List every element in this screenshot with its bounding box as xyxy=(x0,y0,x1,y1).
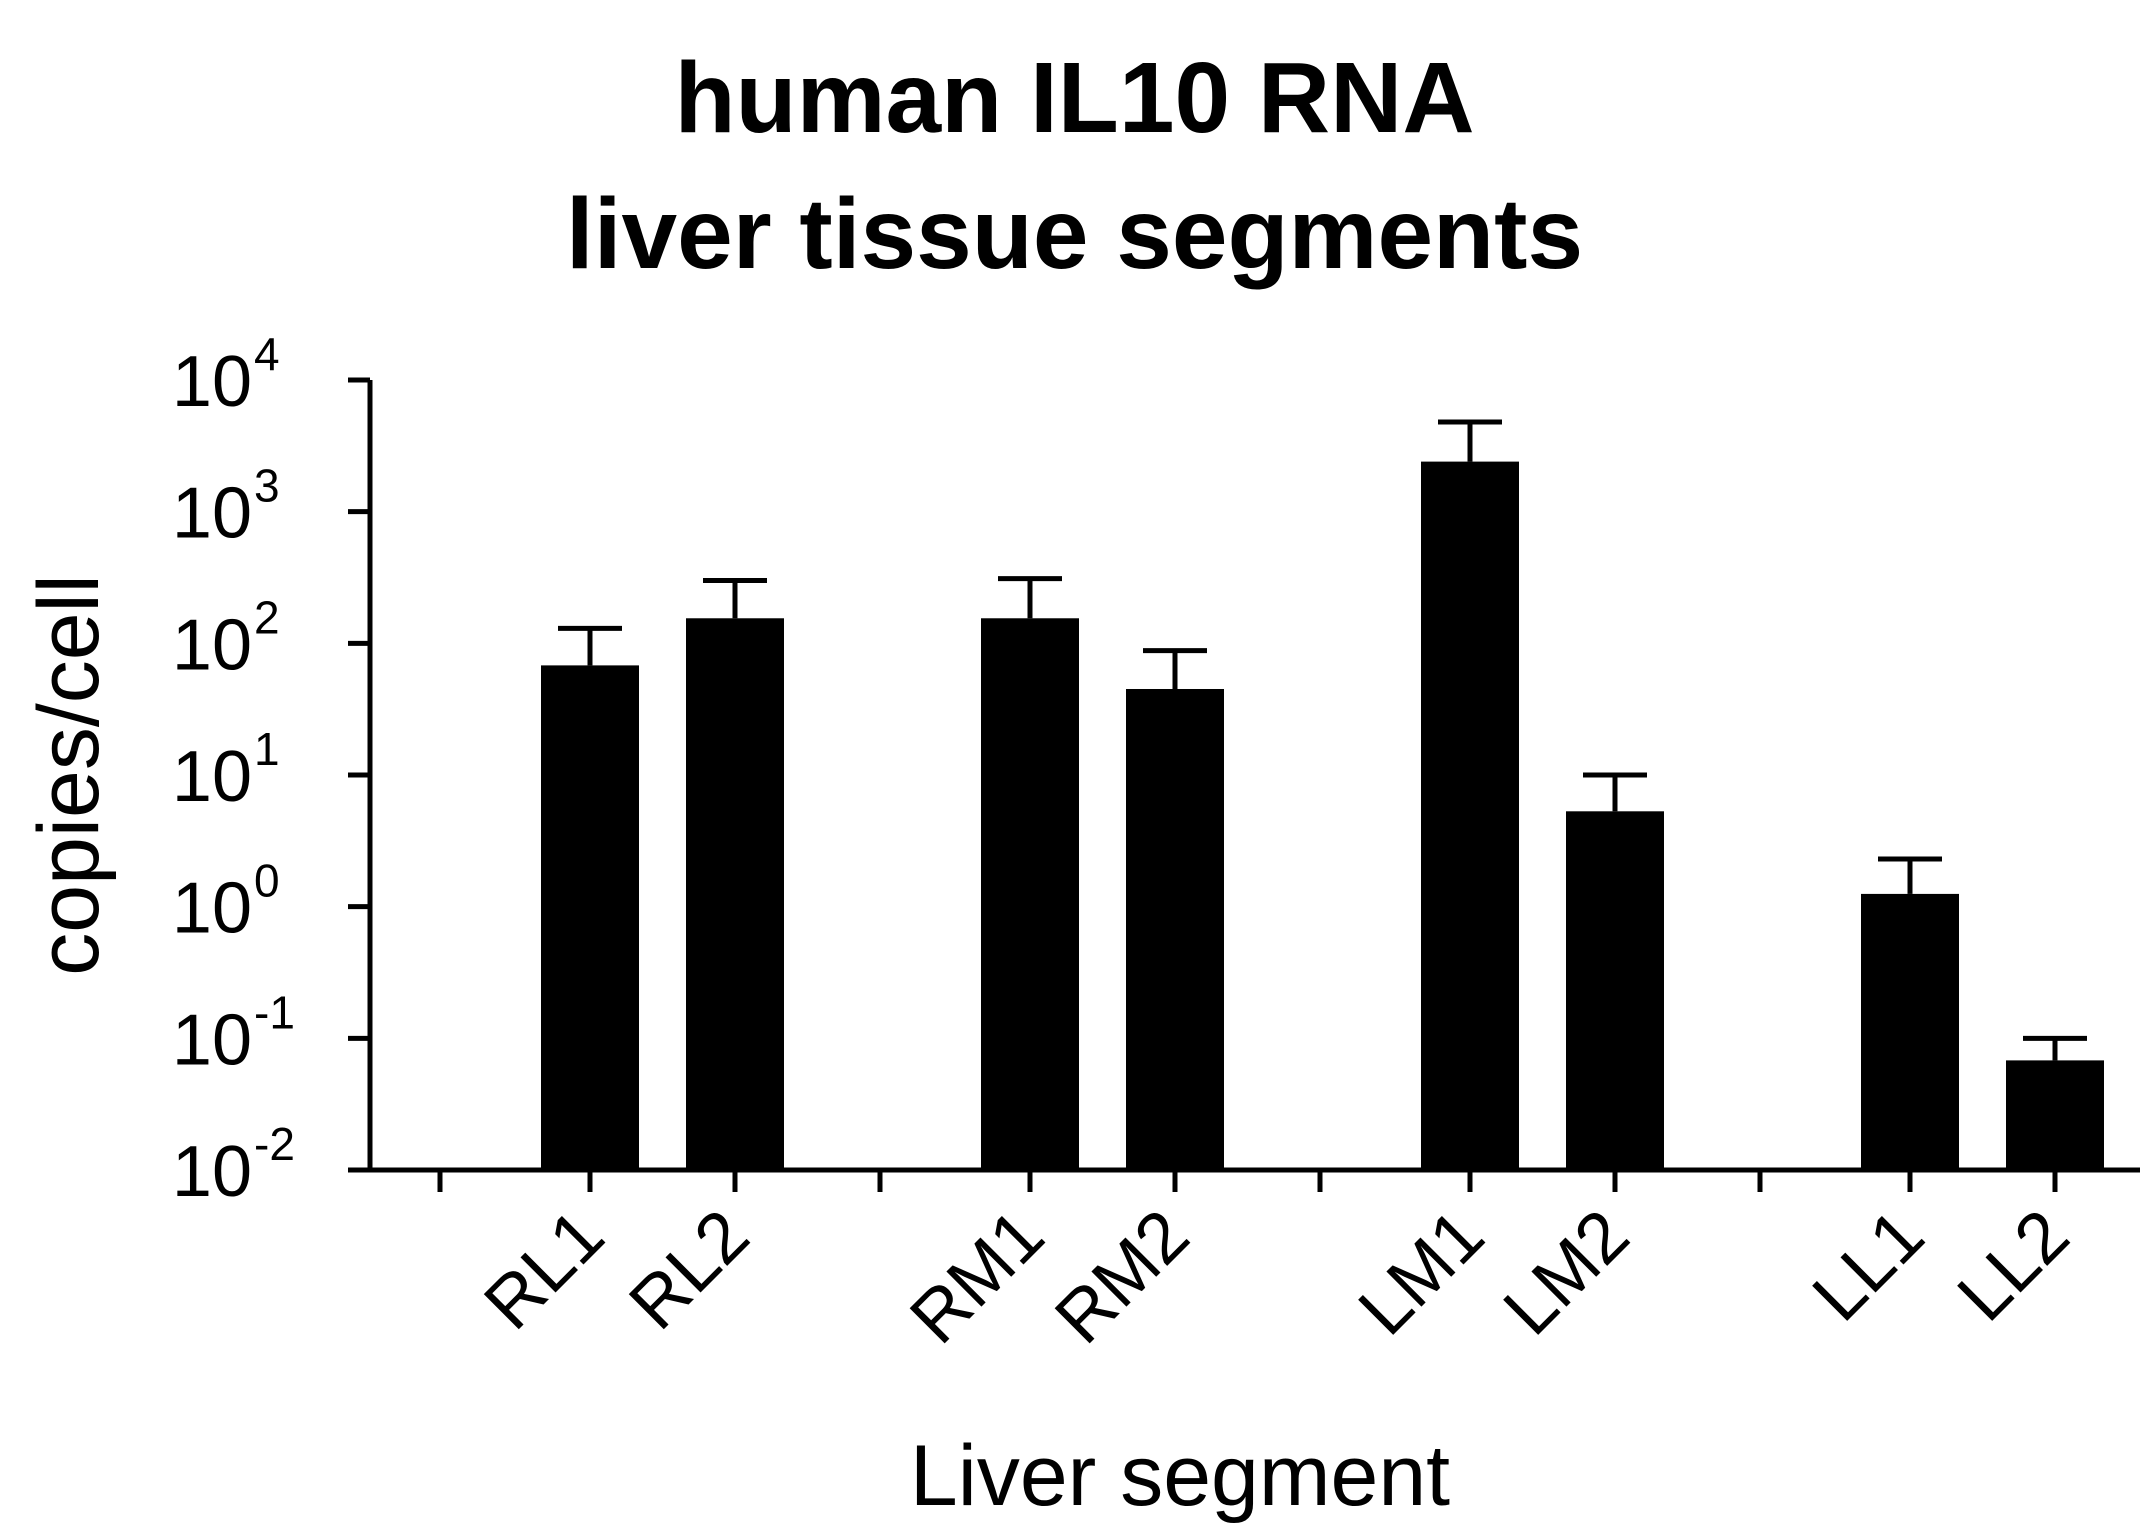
category-label-ll1: LL1 xyxy=(1798,1195,1940,1337)
y-tick-label-base: 10 xyxy=(172,474,252,554)
y-tick-label-exponent: 0 xyxy=(254,855,280,907)
y-tick-label-exponent: -1 xyxy=(254,986,295,1038)
category-label-rl1: RL1 xyxy=(469,1195,619,1345)
y-tick-label-base: 10 xyxy=(172,1132,252,1212)
error-bars xyxy=(558,419,2087,1061)
y-tick-label-exponent: 2 xyxy=(254,591,280,643)
bar-rl1 xyxy=(541,665,639,1170)
bar-ll1 xyxy=(1861,893,1959,1170)
bar-ll2 xyxy=(2006,1060,2104,1170)
y-axis-title: copies/cell xyxy=(21,574,117,976)
bar-rl2 xyxy=(686,618,784,1170)
x-axis-title: Liver segment xyxy=(910,1428,1450,1524)
x-axis-ticks xyxy=(437,1170,2058,1192)
bar-lm1 xyxy=(1421,461,1519,1170)
category-label-rl2: RL2 xyxy=(614,1195,764,1345)
y-tick-label-base: 10 xyxy=(172,342,252,422)
bar-rm2 xyxy=(1126,688,1224,1170)
chart-title: human IL10 RNA liver tissue segments xyxy=(0,30,2149,302)
y-tick-label-exponent: 3 xyxy=(254,460,280,512)
y-tick-label-exponent: 4 xyxy=(254,328,280,380)
chart-title-line-1: human IL10 RNA xyxy=(674,42,1475,154)
y-tick-label-base: 10 xyxy=(172,1000,252,1080)
bar-lm2 xyxy=(1566,811,1664,1170)
y-tick-label-exponent: 1 xyxy=(254,723,280,775)
category-label-lm1: LM1 xyxy=(1344,1195,1500,1351)
category-label-ll2: LL2 xyxy=(1943,1195,2085,1337)
category-label-lm2: LM2 xyxy=(1489,1195,1645,1351)
bar-rm1 xyxy=(981,618,1079,1170)
category-label-rm2: RM2 xyxy=(1040,1195,1204,1359)
chart-title-line-2: liver tissue segments xyxy=(565,178,1584,290)
y-tick-label-base: 10 xyxy=(172,737,252,817)
y-tick-label-base: 10 xyxy=(172,605,252,685)
y-tick-label-exponent: -2 xyxy=(254,1118,295,1170)
category-label-rm1: RM1 xyxy=(895,1195,1059,1359)
bars xyxy=(541,461,2104,1170)
y-tick-label-base: 10 xyxy=(172,869,252,949)
